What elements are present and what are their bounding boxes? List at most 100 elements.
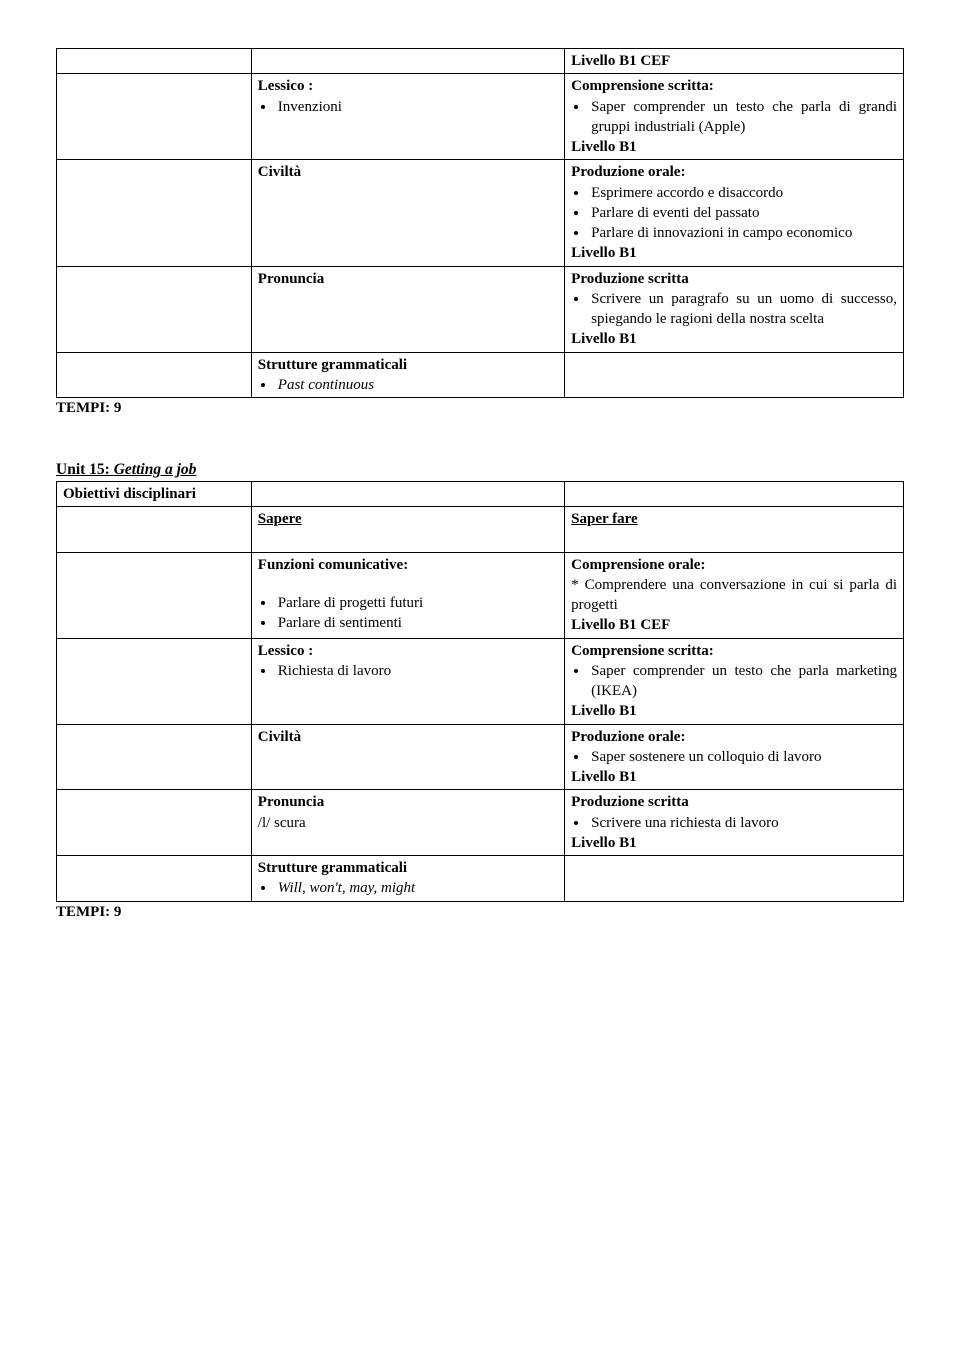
unit-name: Getting a job: [114, 461, 197, 478]
cell: Produzione orale: Esprimere accordo e di…: [565, 160, 904, 266]
cell: Produzione orale: Saper sostenere un col…: [565, 724, 904, 790]
list: Saper sostenere un colloquio di lavoro: [571, 747, 897, 767]
label: Lessico :: [258, 76, 558, 96]
cell: [57, 638, 252, 724]
label: Obiettivi disciplinari: [63, 486, 196, 502]
list: Saper comprender un testo che parla di g…: [571, 97, 897, 138]
cell: [57, 724, 252, 790]
unit-title: Unit 15: Getting a job: [56, 461, 904, 479]
list: Invenzioni: [258, 97, 558, 117]
label: Sapere: [258, 511, 302, 527]
cell: [57, 74, 252, 160]
label: Comprensione scritta:: [571, 76, 897, 96]
cell: Obiettivi disciplinari: [57, 482, 252, 507]
cell: [57, 790, 252, 856]
label: Livello B1: [571, 833, 897, 853]
list: Esprimere accordo e disaccordo Parlare d…: [571, 183, 897, 244]
list-item: Parlare di progetti futuri: [276, 593, 558, 613]
label: Comprensione scritta:: [571, 641, 897, 661]
list-item: Parlare di eventi del passato: [589, 203, 897, 223]
list: Parlare di progetti futuri Parlare di se…: [258, 593, 558, 634]
table-row: Strutture grammaticali Past continuous: [57, 352, 904, 398]
label: Produzione scritta: [571, 269, 897, 289]
table-unit15: Obiettivi disciplinari Sapere Saper fare…: [56, 481, 904, 902]
cell: [57, 160, 252, 266]
text: /l/ scura: [258, 813, 558, 833]
cell: [57, 507, 252, 552]
label: Civiltà: [258, 164, 301, 180]
list-item: Esprimere accordo e disaccordo: [589, 183, 897, 203]
cell: [251, 49, 564, 74]
cell: Strutture grammaticali Will, won't, may,…: [251, 856, 564, 902]
cell: [565, 352, 904, 398]
cell: Pronuncia /l/ scura: [251, 790, 564, 856]
table-row: Sapere Saper fare: [57, 507, 904, 552]
label: Civiltà: [258, 729, 301, 745]
cell: Produzione scritta Scrivere un paragrafo…: [565, 266, 904, 352]
cell: [565, 856, 904, 902]
list-item: Parlare di innovazioni in campo economic…: [589, 223, 897, 243]
label: Strutture grammaticali: [258, 355, 558, 375]
cell: Comprensione scritta: Saper comprender u…: [565, 638, 904, 724]
list: Past continuous: [258, 375, 558, 395]
label: Livello B1: [571, 329, 897, 349]
cell: Produzione scritta Scrivere una richiest…: [565, 790, 904, 856]
label: Livello B1: [571, 767, 897, 787]
cell: Pronuncia: [251, 266, 564, 352]
table-row: Strutture grammaticali Will, won't, may,…: [57, 856, 904, 902]
table-row: Funzioni comunicative: Parlare di proget…: [57, 552, 904, 638]
cell: [57, 49, 252, 74]
cell: Civiltà: [251, 160, 564, 266]
list: Scrivere un paragrafo su un uomo di succ…: [571, 289, 897, 330]
cell: Funzioni comunicative: Parlare di proget…: [251, 552, 564, 638]
list-item: Scrivere una richiesta di lavoro: [589, 813, 897, 833]
label: Produzione orale:: [571, 727, 897, 747]
cell: Comprensione orale: * Comprendere una co…: [565, 552, 904, 638]
table-row: Pronuncia Produzione scritta Scrivere un…: [57, 266, 904, 352]
label: Produzione orale:: [571, 162, 897, 182]
cell: [57, 552, 252, 638]
table-row: Lessico : Richiesta di lavoro Comprensio…: [57, 638, 904, 724]
cell: [251, 482, 564, 507]
tempi-label: TEMPI: 9: [56, 904, 904, 921]
label: Produzione scritta: [571, 792, 897, 812]
cell: Lessico : Richiesta di lavoro: [251, 638, 564, 724]
table-row: Livello B1 CEF: [57, 49, 904, 74]
cell: Lessico : Invenzioni: [251, 74, 564, 160]
unit-prefix: Unit 15:: [56, 461, 114, 478]
label: Pronuncia: [258, 271, 324, 287]
label: Comprensione orale:: [571, 555, 897, 575]
list-item: Richiesta di lavoro: [276, 661, 558, 681]
list-item: Will, won't, may, might: [276, 878, 558, 898]
list: Richiesta di lavoro: [258, 661, 558, 681]
label: Livello B1: [571, 137, 897, 157]
list: Scrivere una richiesta di lavoro: [571, 813, 897, 833]
text: * Comprendere una conversazione in cui s…: [571, 575, 897, 616]
label: Pronuncia: [258, 792, 558, 812]
list-item: Invenzioni: [276, 97, 558, 117]
cell: Strutture grammaticali Past continuous: [251, 352, 564, 398]
table-row: Lessico : Invenzioni Comprensione scritt…: [57, 74, 904, 160]
table-row: Civiltà Produzione orale: Saper sostener…: [57, 724, 904, 790]
label: Saper fare: [571, 511, 638, 527]
cell: Livello B1 CEF: [565, 49, 904, 74]
table-row: Civiltà Produzione orale: Esprimere acco…: [57, 160, 904, 266]
cell: [57, 352, 252, 398]
list-item: Saper comprender un testo che parla di g…: [589, 97, 897, 138]
label: Lessico :: [258, 641, 558, 661]
cell: Comprensione scritta: Saper comprender u…: [565, 74, 904, 160]
table-row: Obiettivi disciplinari: [57, 482, 904, 507]
cell: [57, 266, 252, 352]
list-item: Scrivere un paragrafo su un uomo di succ…: [589, 289, 897, 330]
list-item: Past continuous: [276, 375, 558, 395]
label: Livello B1 CEF: [571, 615, 897, 635]
list-item: Parlare di sentimenti: [276, 613, 558, 633]
text: Livello B1 CEF: [571, 53, 670, 69]
cell: Sapere: [251, 507, 564, 552]
list-item: Saper sostenere un colloquio di lavoro: [589, 747, 897, 767]
label: Strutture grammaticali: [258, 858, 558, 878]
cell: Civiltà: [251, 724, 564, 790]
list: Saper comprender un testo che parla mark…: [571, 661, 897, 702]
list-item: Saper comprender un testo che parla mark…: [589, 661, 897, 702]
cell: [57, 856, 252, 902]
